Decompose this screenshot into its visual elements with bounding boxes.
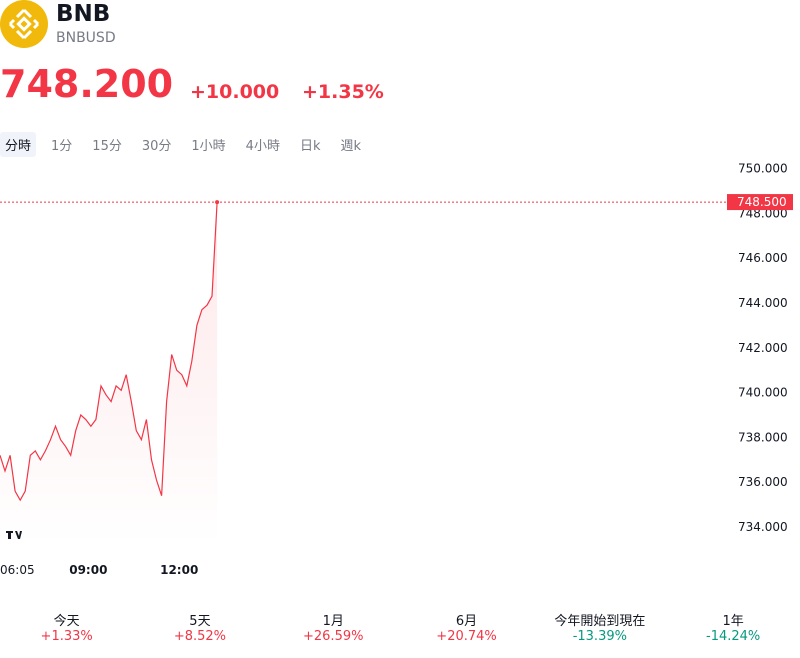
tab[interactable]: 週k: [340, 139, 362, 154]
y-tick-label: 734.000: [738, 520, 788, 534]
period-change: -14.24%: [706, 629, 761, 644]
x-tick-label: 12:00: [160, 563, 198, 577]
period[interactable]: 今天 +1.33%: [0, 610, 133, 644]
symbol: BNB: [56, 1, 111, 27]
period[interactable]: 5天 +8.52%: [133, 610, 266, 644]
tab[interactable]: 分時: [0, 132, 37, 157]
period[interactable]: 今年開始到現在 -13.39%: [533, 610, 666, 644]
price-line: [0, 202, 218, 502]
periods: 今天 +1.33% 5天 +8.52% 1月 +26.59% 6月 +20.74% 今年開始到現…: [0, 610, 800, 644]
logo: [0, 0, 48, 48]
area: [0, 202, 218, 545]
tab[interactable]: 4小時: [245, 139, 280, 154]
period-label: 今年開始到現在: [554, 614, 646, 629]
y-tick-label: 736.000: [738, 475, 788, 489]
y-tick-label: 746.000: [738, 251, 788, 265]
period-change: +26.59%: [303, 629, 364, 644]
tab[interactable]: 1分: [51, 139, 73, 154]
last-point: [215, 200, 220, 205]
period-label: 1年: [722, 614, 744, 629]
price: 748.200: [0, 62, 174, 106]
period[interactable]: 1年 -14.24%: [666, 610, 799, 644]
ticker: BNBUSD: [56, 30, 116, 46]
tab[interactable]: 日k: [299, 139, 321, 154]
period-label: 今天: [53, 614, 80, 629]
period[interactable]: 6月 +20.74%: [400, 610, 533, 644]
y-tick-label: 740.000: [738, 386, 788, 400]
change: +10.000: [190, 81, 280, 103]
tab[interactable]: 15分: [92, 139, 122, 154]
last-price-box: [727, 194, 793, 211]
period-change: +8.52%: [173, 629, 227, 644]
y-tick-label: 750.000: [738, 161, 788, 175]
y-tick-label: 738.000: [738, 430, 788, 444]
period-label: 1月: [322, 614, 344, 629]
period[interactable]: 1月 +26.59%: [267, 610, 400, 644]
period-change: -13.39%: [572, 629, 627, 644]
tab[interactable]: 30分: [141, 139, 172, 154]
period-change: +20.74%: [436, 629, 497, 644]
x-tick-label: 06:05: [0, 563, 35, 577]
chart: 734.000 736.000 738.000 740.000 742.000 744.0…: [0, 161, 793, 577]
y-tick-label: 742.000: [738, 341, 788, 355]
period-change: +1.33%: [40, 629, 93, 644]
tabs: 分時 1分 15分 30分 1小時 4小時 日k 週k: [0, 132, 376, 157]
x-tick-label: 09:00: [69, 563, 107, 577]
last-price-label: 748.500: [737, 195, 787, 209]
period-label: 6月: [455, 614, 478, 629]
change-percent: +1.35%: [302, 81, 384, 103]
period-label: 5天: [189, 614, 211, 629]
y-tick-label: 744.000: [738, 296, 788, 310]
tab[interactable]: 1小時: [191, 139, 226, 154]
